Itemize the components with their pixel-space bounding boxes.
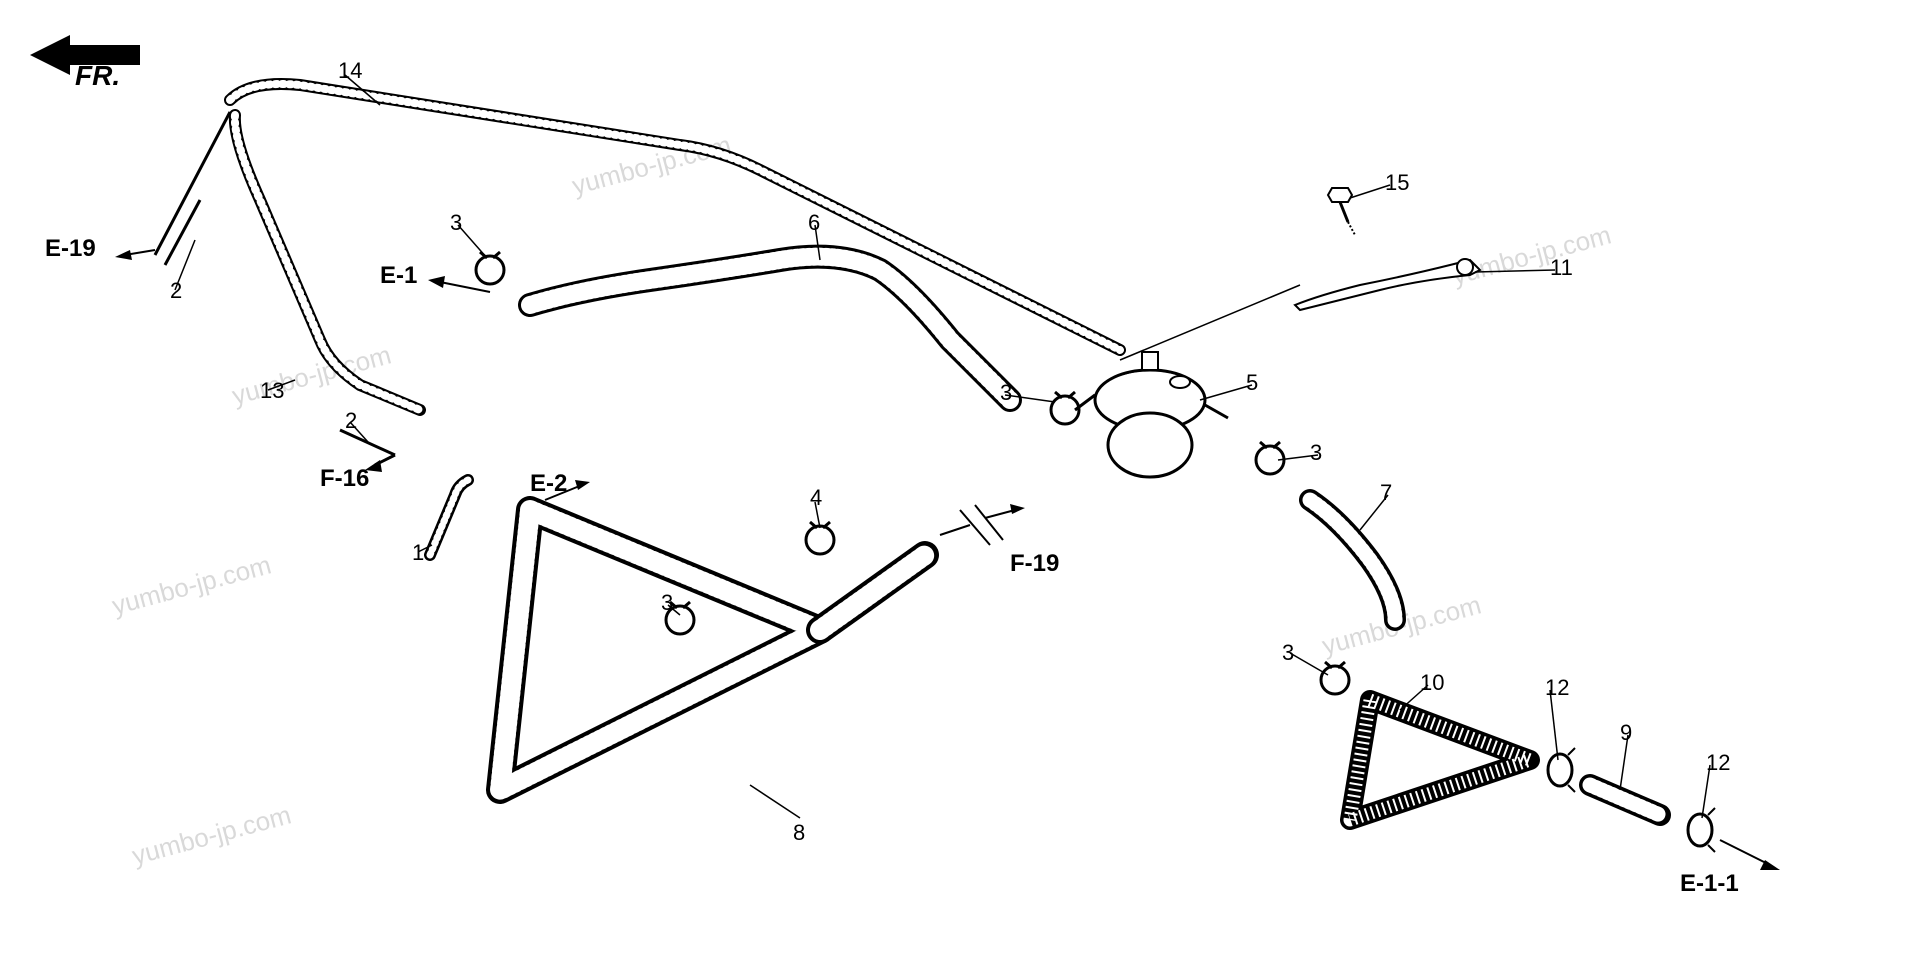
- ref-label-e19: E-19: [45, 235, 96, 263]
- ref-num-9: 9: [1620, 720, 1632, 746]
- ref-num-5: 5: [1246, 370, 1258, 396]
- ref-num-7: 7: [1380, 480, 1392, 506]
- ref-label-f16: F-16: [320, 465, 369, 493]
- ref-label-e2: E-2: [530, 470, 567, 498]
- ref-num-11: 11: [1550, 255, 1573, 281]
- ref-num-13: 13: [260, 378, 284, 404]
- ref-num-2: 2: [170, 278, 182, 304]
- ref-num-12: 12: [1545, 675, 1569, 701]
- ref-num-3: 3: [1000, 380, 1012, 406]
- ref-num-6: 6: [808, 210, 820, 236]
- ref-num-4: 4: [810, 485, 822, 511]
- parts-diagram: FR. yumbo-jp.com yumbo-jp.com yumbo-jp.c…: [0, 0, 1921, 960]
- ref-num-1: 1: [412, 540, 424, 566]
- ref-num-12: 12: [1706, 750, 1730, 776]
- ref-num-3: 3: [1310, 440, 1322, 466]
- ref-num-2: 2: [345, 408, 357, 434]
- ref-num-10: 10: [1420, 670, 1444, 696]
- ref-num-3: 3: [661, 590, 673, 616]
- ref-num-3: 3: [1282, 640, 1294, 666]
- ref-num-8: 8: [793, 820, 805, 846]
- ref-label-e1: E-1: [380, 262, 417, 290]
- ref-label-e11: E-1-1: [1680, 870, 1739, 898]
- ref-num-3: 3: [450, 210, 462, 236]
- diagram-svg: [0, 0, 1921, 960]
- ref-label-f19: F-19: [1010, 550, 1059, 578]
- ref-num-15: 15: [1385, 170, 1409, 196]
- ref-num-14: 14: [338, 58, 362, 84]
